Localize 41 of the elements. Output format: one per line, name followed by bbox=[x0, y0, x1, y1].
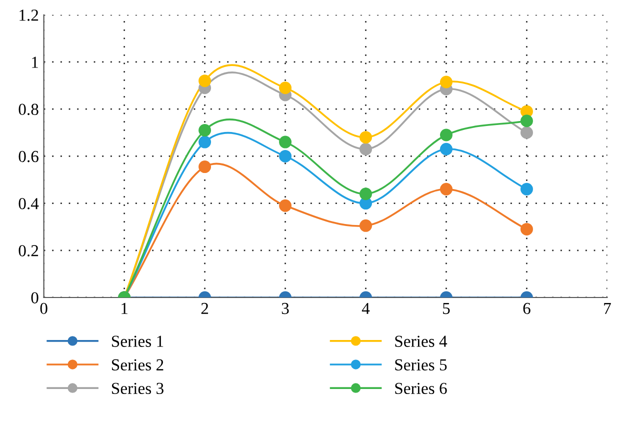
point bbox=[360, 142, 372, 156]
x-tick-label: 4 bbox=[362, 302, 370, 314]
y-tick-label: 0.2 bbox=[18, 245, 38, 256]
legend-label: Series 6 bbox=[395, 382, 447, 394]
x-tick-label: 7 bbox=[604, 303, 611, 314]
legend-label: Series 1 bbox=[112, 336, 164, 347]
legend-label: Series 4 bbox=[395, 336, 448, 347]
point bbox=[279, 82, 292, 94]
point bbox=[520, 126, 533, 139]
point bbox=[360, 188, 372, 200]
y-tick-label: 0.4 bbox=[18, 198, 39, 210]
point bbox=[279, 150, 292, 162]
x-tick-label: 3 bbox=[282, 302, 289, 314]
x-tick-label: 6 bbox=[523, 302, 530, 314]
legend-label: Series 2 bbox=[112, 359, 164, 370]
y-tick-label: 0 bbox=[31, 292, 38, 304]
point bbox=[520, 182, 533, 196]
point bbox=[360, 219, 372, 232]
point bbox=[440, 128, 452, 142]
y-tick-label: 1.2 bbox=[20, 10, 38, 21]
point bbox=[520, 114, 533, 128]
point bbox=[440, 76, 452, 88]
legend-label: Series 5 bbox=[395, 359, 447, 370]
point bbox=[279, 199, 292, 212]
y-tick-label: 0.8 bbox=[18, 104, 38, 116]
point bbox=[198, 136, 212, 148]
x-tick-label: 5 bbox=[443, 303, 450, 314]
y-tick-label: 0.6 bbox=[18, 150, 38, 162]
x-tick-label: 1 bbox=[122, 302, 128, 314]
point bbox=[520, 222, 533, 236]
point bbox=[198, 74, 212, 88]
point bbox=[279, 136, 292, 148]
point bbox=[198, 160, 212, 174]
point bbox=[198, 124, 212, 137]
x-tick-label: 0 bbox=[40, 302, 48, 314]
legend-label: Series 3 bbox=[112, 382, 164, 394]
point bbox=[440, 182, 452, 196]
point bbox=[360, 131, 372, 144]
point bbox=[440, 142, 452, 156]
y-tick-label: 1 bbox=[32, 56, 38, 68]
x-tick-label: 2 bbox=[201, 302, 208, 314]
